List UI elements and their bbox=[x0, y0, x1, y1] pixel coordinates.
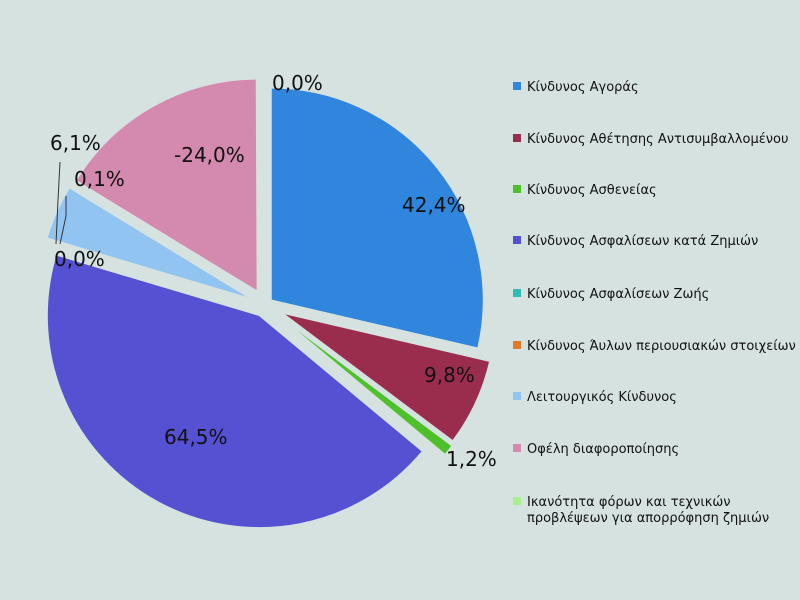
pie-slice bbox=[46, 187, 251, 299]
legend-label: Κίνδυνος Άυλων περιουσιακών στοιχείων bbox=[527, 339, 796, 354]
data-label: -24,0% bbox=[174, 143, 245, 167]
legend-swatch bbox=[513, 392, 521, 400]
legend-swatch bbox=[513, 185, 521, 193]
legend: Κίνδυνος Αγοράς Κίνδυνος Αθέτησης Αντισυμ… bbox=[513, 80, 796, 526]
pie-slice bbox=[282, 312, 491, 442]
pie-slice bbox=[270, 87, 484, 349]
data-label: 1,2% bbox=[446, 447, 497, 471]
legend-swatch bbox=[513, 236, 521, 244]
legend-label: Λειτουργικός Κίνδυνος bbox=[527, 390, 677, 405]
legend-swatch bbox=[513, 134, 521, 142]
legend-swatch bbox=[513, 444, 521, 452]
data-label: 0,1% bbox=[74, 167, 125, 191]
pie-slice bbox=[281, 318, 453, 456]
pie-slices bbox=[46, 78, 491, 529]
leader-lines bbox=[55, 161, 67, 245]
legend-label: Οφέλη διαφοροποίησης bbox=[527, 442, 679, 457]
legend-label: Κίνδυνος Αθέτησης Αντισυμβαλλομένου bbox=[527, 132, 788, 147]
data-label: 9,8% bbox=[424, 363, 475, 387]
legend-label: Ικανότητα φόρων και τεχνικών προβλέψεων γ… bbox=[527, 495, 769, 526]
data-label: 6,1% bbox=[50, 131, 101, 155]
data-label: 64,5% bbox=[164, 425, 228, 449]
data-label: 0,0% bbox=[272, 71, 323, 95]
legend-swatch bbox=[513, 497, 521, 505]
legend-label: Κίνδυνος Ασθενείας bbox=[527, 183, 657, 198]
pie-slice bbox=[46, 254, 423, 529]
pie-slice bbox=[75, 78, 258, 292]
data-label: 42,4% bbox=[402, 193, 466, 217]
legend-swatch bbox=[513, 82, 521, 90]
leader-line bbox=[55, 161, 61, 245]
legend-label: Κίνδυνος Αγοράς bbox=[527, 80, 639, 95]
legend-label: Κίνδυνος Ασφαλίσεων κατά Ζημιών bbox=[527, 234, 758, 249]
legend-label: Κίνδυνος Ασφαλίσεων Ζωής bbox=[527, 287, 709, 302]
data-labels: 42,4% 9,8% 1,2% 64,5% 0,0% 0,1% 6,1% -24,0% 0,0% bbox=[50, 71, 497, 471]
legend-swatch bbox=[513, 289, 521, 297]
leader-line bbox=[59, 196, 67, 245]
data-label: 0,0% bbox=[54, 247, 105, 271]
legend-swatch bbox=[513, 341, 521, 349]
